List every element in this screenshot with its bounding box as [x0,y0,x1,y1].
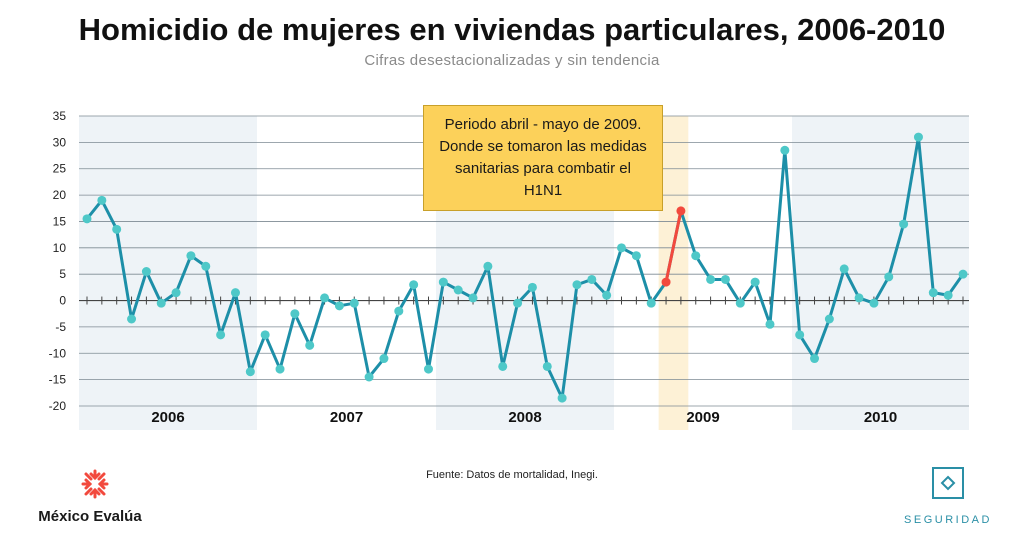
source-note: Fuente: Datos de mortalidad, Inegi. [426,469,598,481]
data-point [720,274,730,284]
data-point [513,298,523,308]
data-point [706,274,716,284]
data-point [943,290,953,300]
data-point [750,277,760,287]
data-point [691,251,701,261]
y-axis-ticks: 35 30 25 20 15 10 5 0 -5 -10 -15 -20 [49,109,67,413]
data-point [795,330,805,340]
data-point [527,282,537,292]
series-line [85,135,965,400]
highlight-band [658,116,689,430]
data-point [958,269,968,279]
annotation-text: Periodo abril - mayo de 2009. Donde se t… [439,116,647,199]
data-point [423,364,433,374]
y-tick-label: 35 [53,109,67,123]
data-point [260,330,270,340]
data-point [349,298,359,308]
year-band-2006 [79,116,257,430]
data-point [810,354,820,364]
y-tick-label: 15 [53,214,67,228]
data-point [453,285,463,295]
data-point [899,219,909,229]
highlight-segment [664,210,683,283]
year-label-2010: 2010 [864,409,897,426]
seguridad-mark-icon [932,467,964,499]
data-point [928,288,938,298]
y-tick-label: 25 [53,162,67,176]
data-point [735,298,745,308]
data-point [82,214,92,224]
annotation-callout: Periodo abril - mayo de 2009. Donde se t… [423,105,663,211]
year-label-2007: 2007 [330,409,363,426]
data-point [839,264,849,274]
data-point [913,132,923,142]
y-tick-label: -20 [49,399,67,413]
chart-title: Homicidio de mujeres en viviendas partic… [78,12,946,47]
y-tick-label: 0 [59,294,66,308]
data-point [156,298,166,308]
data-point [394,306,404,316]
highlight-point [661,277,671,287]
chart-subtitle: Cifras desestacionalizadas y sin tendenc… [364,52,660,69]
data-point [780,145,790,155]
data-series [82,132,968,403]
year-band-2010 [792,116,969,430]
data-point [171,288,181,298]
data-point [320,293,330,303]
year-label-2008: 2008 [508,409,541,426]
data-point [201,261,211,271]
data-point [542,361,552,371]
data-point [305,340,315,350]
data-point [869,298,879,308]
data-point [186,251,196,261]
y-tick-label: -15 [49,373,67,387]
data-point [587,274,597,284]
brand-name: México Evalúa [38,508,142,525]
data-point [112,224,122,234]
year-label-2006: 2006 [151,409,184,426]
data-point [127,314,137,324]
data-point [498,361,508,371]
data-point [765,319,775,329]
data-point [572,280,582,290]
year-label-2009: 2009 [686,409,719,426]
seguridad-label: SEGURIDAD [904,514,992,526]
y-tick-label: 10 [53,241,67,255]
highlight-point [676,206,686,216]
data-point [617,243,627,253]
mexico-evalua-mark-icon [81,469,109,499]
seguridad-logo: SEGURIDAD [898,466,998,530]
data-point [824,314,834,324]
data-point [557,393,567,403]
mexico-evalua-logo: México Evalúa [30,468,160,528]
data-point [409,280,419,290]
data-point [334,301,344,311]
y-tick-label: 5 [59,267,66,281]
y-tick-label: -5 [55,320,66,334]
data-point [602,290,612,300]
data-point [275,364,285,374]
y-tick-label: 30 [53,135,67,149]
data-point [216,330,226,340]
data-point [631,251,641,261]
data-point [230,288,240,298]
y-tick-label: -10 [49,346,67,360]
year-labels: 2006 2007 2008 2009 2010 [151,409,897,426]
data-point [854,293,864,303]
data-point [468,293,478,303]
data-point [646,298,656,308]
data-point [379,354,389,364]
data-point [141,267,151,277]
data-point [364,372,374,382]
data-point [97,195,107,205]
data-point [438,277,448,287]
y-tick-label: 20 [53,188,67,202]
data-point [483,261,493,271]
data-point [245,367,255,377]
data-point [884,272,894,282]
data-point [290,309,300,319]
